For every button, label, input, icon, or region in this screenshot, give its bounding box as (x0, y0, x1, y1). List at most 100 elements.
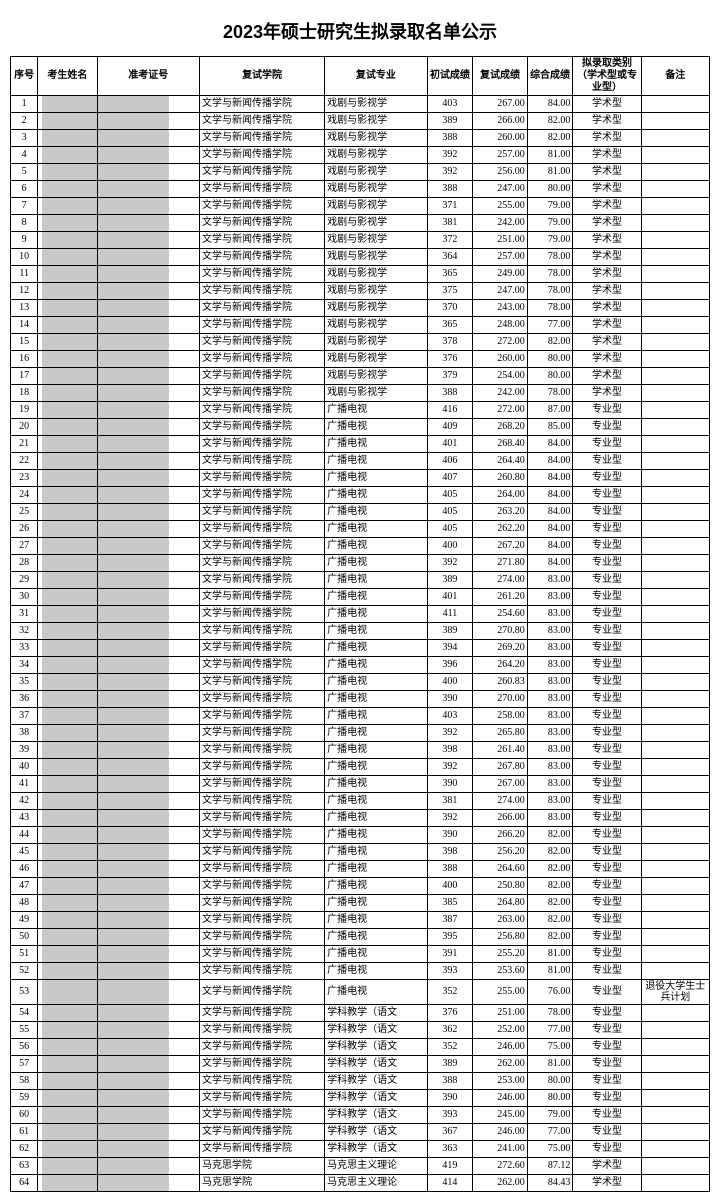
cell-exam: 11 (97, 980, 199, 1005)
redaction (42, 351, 97, 368)
cell-name (38, 963, 97, 980)
table-row: 1211文学与新闻传播学院戏剧与影视学375247.0078.00学术型 (11, 283, 710, 300)
cell-college: 文学与新闻传播学院 (199, 1090, 324, 1107)
table-row: 6111文学与新闻传播学院学科教学（语文367246.0077.00专业型 (11, 1124, 710, 1141)
cell-seq: 31 (11, 606, 38, 623)
col-exam: 准考证号 (97, 57, 199, 96)
redaction (42, 96, 97, 113)
redaction (97, 521, 169, 538)
cell-note (641, 623, 709, 640)
cell-s1: 376 (427, 1005, 473, 1022)
cell-note (641, 1124, 709, 1141)
cell-name (38, 623, 97, 640)
redaction (97, 623, 169, 640)
cell-college: 文学与新闻传播学院 (199, 113, 324, 130)
cell-college: 文学与新闻传播学院 (199, 878, 324, 895)
cell-s2: 270.00 (473, 691, 528, 708)
cell-major: 广播电视 (325, 657, 427, 674)
cell-name (38, 283, 97, 300)
redaction (97, 861, 169, 878)
cell-type: 专业型 (573, 878, 641, 895)
cell-note (641, 912, 709, 929)
cell-s1: 400 (427, 538, 473, 555)
cell-major: 广播电视 (325, 963, 427, 980)
cell-s1: 401 (427, 436, 473, 453)
cell-note (641, 793, 709, 810)
redaction (97, 453, 169, 470)
cell-exam: 11 (97, 504, 199, 521)
cell-s1: 385 (427, 895, 473, 912)
cell-s2: 258.00 (473, 708, 528, 725)
cell-college: 文学与新闻传播学院 (199, 453, 324, 470)
cell-exam: 11 (97, 181, 199, 198)
cell-s2: 246.00 (473, 1039, 528, 1056)
cell-type: 专业型 (573, 1073, 641, 1090)
cell-college: 文学与新闻传播学院 (199, 147, 324, 164)
table-row: 5611文学与新闻传播学院学科教学（语文352246.0075.00专业型 (11, 1039, 710, 1056)
table-row: 3211文学与新闻传播学院广播电视389270.8083.00专业型 (11, 623, 710, 640)
cell-college: 文学与新闻传播学院 (199, 402, 324, 419)
cell-exam: 11 (97, 555, 199, 572)
table-row: 2011文学与新闻传播学院广播电视409268.2085.00专业型 (11, 419, 710, 436)
cell-name (38, 1175, 97, 1192)
cell-type: 专业型 (573, 691, 641, 708)
cell-college: 文学与新闻传播学院 (199, 164, 324, 181)
cell-seq: 17 (11, 368, 38, 385)
cell-college: 文学与新闻传播学院 (199, 1124, 324, 1141)
redaction (42, 1056, 97, 1073)
cell-note (641, 147, 709, 164)
redaction (42, 113, 97, 130)
cell-major: 广播电视 (325, 538, 427, 555)
cell-seq: 38 (11, 725, 38, 742)
cell-name (38, 640, 97, 657)
cell-exam: 11 (97, 776, 199, 793)
cell-college: 文学与新闻传播学院 (199, 300, 324, 317)
cell-note (641, 487, 709, 504)
cell-type: 学术型 (573, 181, 641, 198)
cell-s1: 390 (427, 1090, 473, 1107)
cell-name (38, 742, 97, 759)
redaction (42, 572, 97, 589)
col-seq: 序号 (11, 57, 38, 96)
cell-s1: 365 (427, 266, 473, 283)
cell-s1: 406 (427, 453, 473, 470)
cell-note (641, 1107, 709, 1124)
cell-type: 学术型 (573, 130, 641, 147)
cell-college: 文学与新闻传播学院 (199, 861, 324, 878)
cell-s3: 77.00 (527, 317, 573, 334)
cell-note (641, 946, 709, 963)
redaction (42, 1039, 97, 1056)
cell-type: 专业型 (573, 861, 641, 878)
cell-type: 专业型 (573, 1090, 641, 1107)
table-row: 5211文学与新闻传播学院广播电视393253.6081.00专业型 (11, 963, 710, 980)
redaction (42, 1022, 97, 1039)
table-row: 3611文学与新闻传播学院广播电视390270.0083.00专业型 (11, 691, 710, 708)
cell-s1: 389 (427, 572, 473, 589)
cell-s3: 83.00 (527, 759, 573, 776)
cell-s3: 79.00 (527, 198, 573, 215)
cell-note (641, 1005, 709, 1022)
redaction (42, 623, 97, 640)
cell-seq: 61 (11, 1124, 38, 1141)
cell-type: 专业型 (573, 912, 641, 929)
cell-type: 专业型 (573, 487, 641, 504)
cell-major: 广播电视 (325, 606, 427, 623)
cell-college: 文学与新闻传播学院 (199, 436, 324, 453)
cell-s2: 251.00 (473, 232, 528, 249)
cell-s1: 352 (427, 1039, 473, 1056)
redaction (97, 436, 169, 453)
cell-major: 广播电视 (325, 436, 427, 453)
redaction (42, 844, 97, 861)
redaction (42, 317, 97, 334)
table-row: 1011文学与新闻传播学院戏剧与影视学364257.0078.00学术型 (11, 249, 710, 266)
redaction (97, 1124, 169, 1141)
cell-major: 广播电视 (325, 521, 427, 538)
cell-s2: 260.80 (473, 470, 528, 487)
cell-type: 学术型 (573, 1175, 641, 1192)
cell-type: 专业型 (573, 555, 641, 572)
cell-s1: 378 (427, 334, 473, 351)
cell-type: 学术型 (573, 351, 641, 368)
cell-note (641, 1175, 709, 1192)
redaction (42, 130, 97, 147)
cell-s2: 263.00 (473, 912, 528, 929)
